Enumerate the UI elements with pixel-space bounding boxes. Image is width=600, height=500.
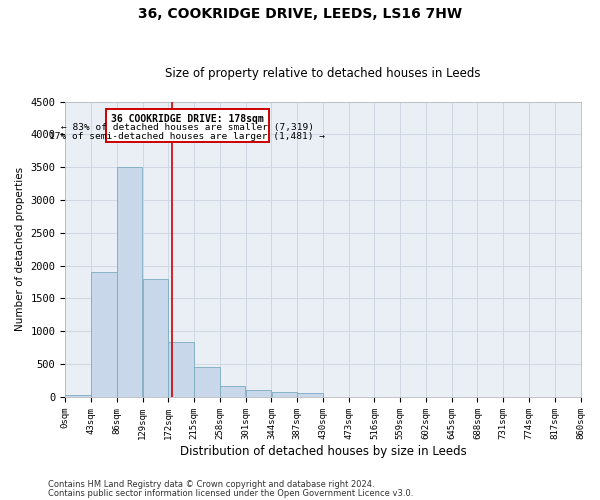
Text: Contains HM Land Registry data © Crown copyright and database right 2024.: Contains HM Land Registry data © Crown c…: [48, 480, 374, 489]
Text: 36 COOKRIDGE DRIVE: 178sqm: 36 COOKRIDGE DRIVE: 178sqm: [111, 114, 264, 124]
Bar: [117, 167, 142, 397]
Title: Size of property relative to detached houses in Leeds: Size of property relative to detached ho…: [165, 66, 481, 80]
X-axis label: Distribution of detached houses by size in Leeds: Distribution of detached houses by size …: [179, 444, 466, 458]
Bar: [91, 272, 116, 397]
Bar: [297, 394, 323, 397]
Text: ← 83% of detached houses are smaller (7,319): ← 83% of detached houses are smaller (7,…: [61, 123, 314, 132]
Bar: [246, 390, 271, 397]
Bar: [194, 368, 220, 397]
Bar: [272, 392, 297, 397]
Bar: [65, 395, 91, 397]
FancyBboxPatch shape: [106, 108, 269, 142]
Bar: [143, 279, 168, 397]
Text: 36, COOKRIDGE DRIVE, LEEDS, LS16 7HW: 36, COOKRIDGE DRIVE, LEEDS, LS16 7HW: [138, 8, 462, 22]
Bar: [220, 386, 245, 397]
Bar: [169, 342, 194, 397]
Text: 17% of semi-detached houses are larger (1,481) →: 17% of semi-detached houses are larger (…: [49, 132, 325, 140]
Text: Contains public sector information licensed under the Open Government Licence v3: Contains public sector information licen…: [48, 488, 413, 498]
Y-axis label: Number of detached properties: Number of detached properties: [15, 167, 25, 332]
